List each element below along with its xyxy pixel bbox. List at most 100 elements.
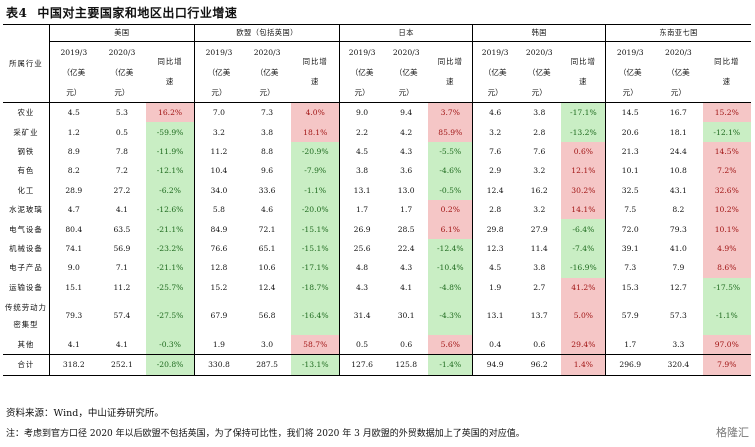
value-2020-cell: 4.3 <box>400 263 413 273</box>
value-2020-cell: 12.7 <box>669 282 687 292</box>
table-number: 表4 <box>6 6 28 20</box>
value-2019-cell: 15.3 <box>605 277 655 297</box>
value-2019-cell: 4.3 <box>339 277 385 297</box>
sector-label: 采矿业 <box>13 127 39 137</box>
table-row: 机械设备 74.1 56.9 -23.2% 76.6 65.1 -15.1% 25.6 22.4… <box>3 238 751 259</box>
table-title: 表4 中国对主要国家和地区出口行业增速 <box>6 4 247 22</box>
header-row-regions: 所属行业 美国 欧盟（包括英国） 日本 韩国 东南亚七国 <box>3 25 751 68</box>
value-2019-cell: 29.8 <box>472 219 518 239</box>
region-header-us: 美国 <box>48 25 195 42</box>
yoy-cell: 4.9% <box>702 238 751 259</box>
yoy-cell: -59.9% <box>146 122 195 142</box>
value-2020-cell: 4.2 <box>400 127 413 137</box>
yoy-cell: -12.1% <box>702 122 751 142</box>
value-2019-cell: 74.1 <box>48 238 98 259</box>
sector-label: 合计 <box>3 354 50 376</box>
value-2019-cell: 72.0 <box>605 219 655 239</box>
value-2020-cell: 96.2 <box>517 354 562 376</box>
value-2020-cell: 0.5 <box>115 127 128 137</box>
sector-label: 有色 <box>17 166 35 176</box>
yoy-cell: 41.2% <box>561 277 606 297</box>
value-2019-cell: 32.5 <box>605 180 655 200</box>
value-2019-cell: 1.9 <box>194 334 243 355</box>
value-2020-cell: 7.8 <box>115 146 128 156</box>
unit-header-close: 元） <box>670 87 686 97</box>
unit-header: （亿美 <box>255 67 279 77</box>
value-2019-cell: 4.7 <box>48 199 98 220</box>
table-row: 传统劳动力密集型 79.3 57.4 -27.5% 67.9 56.8 -16.4% 31.4… <box>3 296 751 335</box>
value-2019-cell: 26.9 <box>339 219 385 239</box>
yoy-cell: 29.4% <box>561 334 606 355</box>
yoy-cell: 0.6% <box>561 141 606 162</box>
yoy-cell: -21.1% <box>146 258 195 278</box>
value-2019-cell: 0.4 <box>472 334 518 355</box>
value-2020-cell: 27.9 <box>530 224 548 234</box>
value-2020-cell: 1.7 <box>400 205 413 215</box>
value-2020-cell: 8.8 <box>261 146 274 156</box>
value-2020-cell: 7.1 <box>115 263 128 273</box>
yoy-cell: -1.4% <box>428 354 473 376</box>
year-header: 2020/3 <box>665 47 692 57</box>
yoy-cell: 12.1% <box>561 161 606 181</box>
yoy-cell: 4.0% <box>291 102 340 123</box>
yoy-cell: -10.4% <box>428 258 473 278</box>
unit-header-close: 元） <box>605 82 655 103</box>
value-2019-cell: 4.8 <box>339 258 385 278</box>
value-2020-cell: 9.6 <box>261 166 274 176</box>
yoy-cell: -1.1% <box>291 180 340 200</box>
table-row: 化工 28.9 27.2 -6.2% 34.0 33.6 -1.1% 13.1 13.0 -0.5… <box>3 180 751 200</box>
yoy-header: 同比增速 <box>291 42 339 103</box>
yoy-cell: -13.1% <box>291 354 340 376</box>
value-2019-cell: 39.1 <box>605 238 655 259</box>
value-2019-cell: 31.4 <box>339 296 385 335</box>
yoy-cell: -18.7% <box>291 277 340 297</box>
value-2020-cell: 7.3 <box>242 102 292 123</box>
value-2020-cell: 2.7 <box>533 282 546 292</box>
value-2019-cell: 21.3 <box>605 141 655 162</box>
value-2019-cell: 7.0 <box>194 102 243 123</box>
sector-label: 化工 <box>17 185 35 195</box>
table-row: 运输设备 15.1 11.2 -25.7% 15.2 12.4 -18.7% 4.3 4.1 -4… <box>3 277 751 297</box>
yoy-header: 同比增速 <box>428 42 472 103</box>
value-2020-cell: 33.6 <box>258 185 276 195</box>
yoy-cell: -16.9% <box>561 258 606 278</box>
yoy-header-line2: 速 <box>579 77 588 86</box>
value-2020-cell: 287.5 <box>242 354 292 376</box>
value-2019-cell: 79.3 <box>48 296 98 335</box>
value-2019-cell: 4.5 <box>472 258 518 278</box>
yoy-cell: 3.7% <box>428 102 473 123</box>
unit-header: （亿美 <box>194 62 243 82</box>
value-2020-cell: 13.0 <box>397 185 415 195</box>
value-2020-cell: 27.2 <box>113 185 131 195</box>
yoy-header-line1: 同比增 <box>714 57 740 66</box>
sector-label: 运输设备 <box>9 282 43 292</box>
year-header: 2019/3 <box>48 41 98 62</box>
top-rule <box>3 24 751 25</box>
value-2020-cell: 0.6 <box>533 340 546 350</box>
yoy-header-line2: 速 <box>722 77 731 86</box>
value-2020-cell: 41.0 <box>669 243 687 253</box>
value-2020-cell: 79.3 <box>669 224 687 234</box>
yoy-cell: 5.0% <box>561 296 606 335</box>
export-growth-table: 所属行业 美国 欧盟（包括英国） 日本 韩国 东南亚七国 2019/3 2020/… <box>3 25 751 376</box>
yoy-cell: 6.1% <box>428 219 473 239</box>
value-2019-cell: 1.2 <box>48 122 98 142</box>
value-2019-cell: 10.4 <box>194 161 243 181</box>
table-row: 其他 4.1 4.1 -0.3% 1.9 3.0 58.7% 0.5 0.6 5.6% 0.4 0.6… <box>3 334 751 355</box>
value-2020-cell: 125.8 <box>384 354 429 376</box>
table-row: 电气设备 80.4 63.5 -21.1% 84.9 72.1 -15.1% 26.9 28.5… <box>3 219 751 239</box>
yoy-cell: -20.9% <box>291 141 340 162</box>
yoy-cell: -7.4% <box>561 238 606 259</box>
yoy-cell: -4.3% <box>428 296 473 335</box>
value-2019-cell: 0.5 <box>339 334 385 355</box>
yoy-cell: 15.2% <box>702 102 751 123</box>
yoy-cell: -6.4% <box>561 219 606 239</box>
yoy-header-line1: 同比增 <box>157 57 183 66</box>
sector-label: 农业 <box>3 102 50 123</box>
yoy-cell: 5.6% <box>428 334 473 355</box>
sector-label: 其他 <box>17 340 35 350</box>
yoy-cell: -17.1% <box>561 102 606 123</box>
value-2020-cell: 10.8 <box>669 166 687 176</box>
header-row-unit-close: 元） 元） 元） 元） 元） 元） 元） 元） 元） 元） <box>3 82 751 103</box>
yoy-cell: -12.1% <box>146 161 195 181</box>
